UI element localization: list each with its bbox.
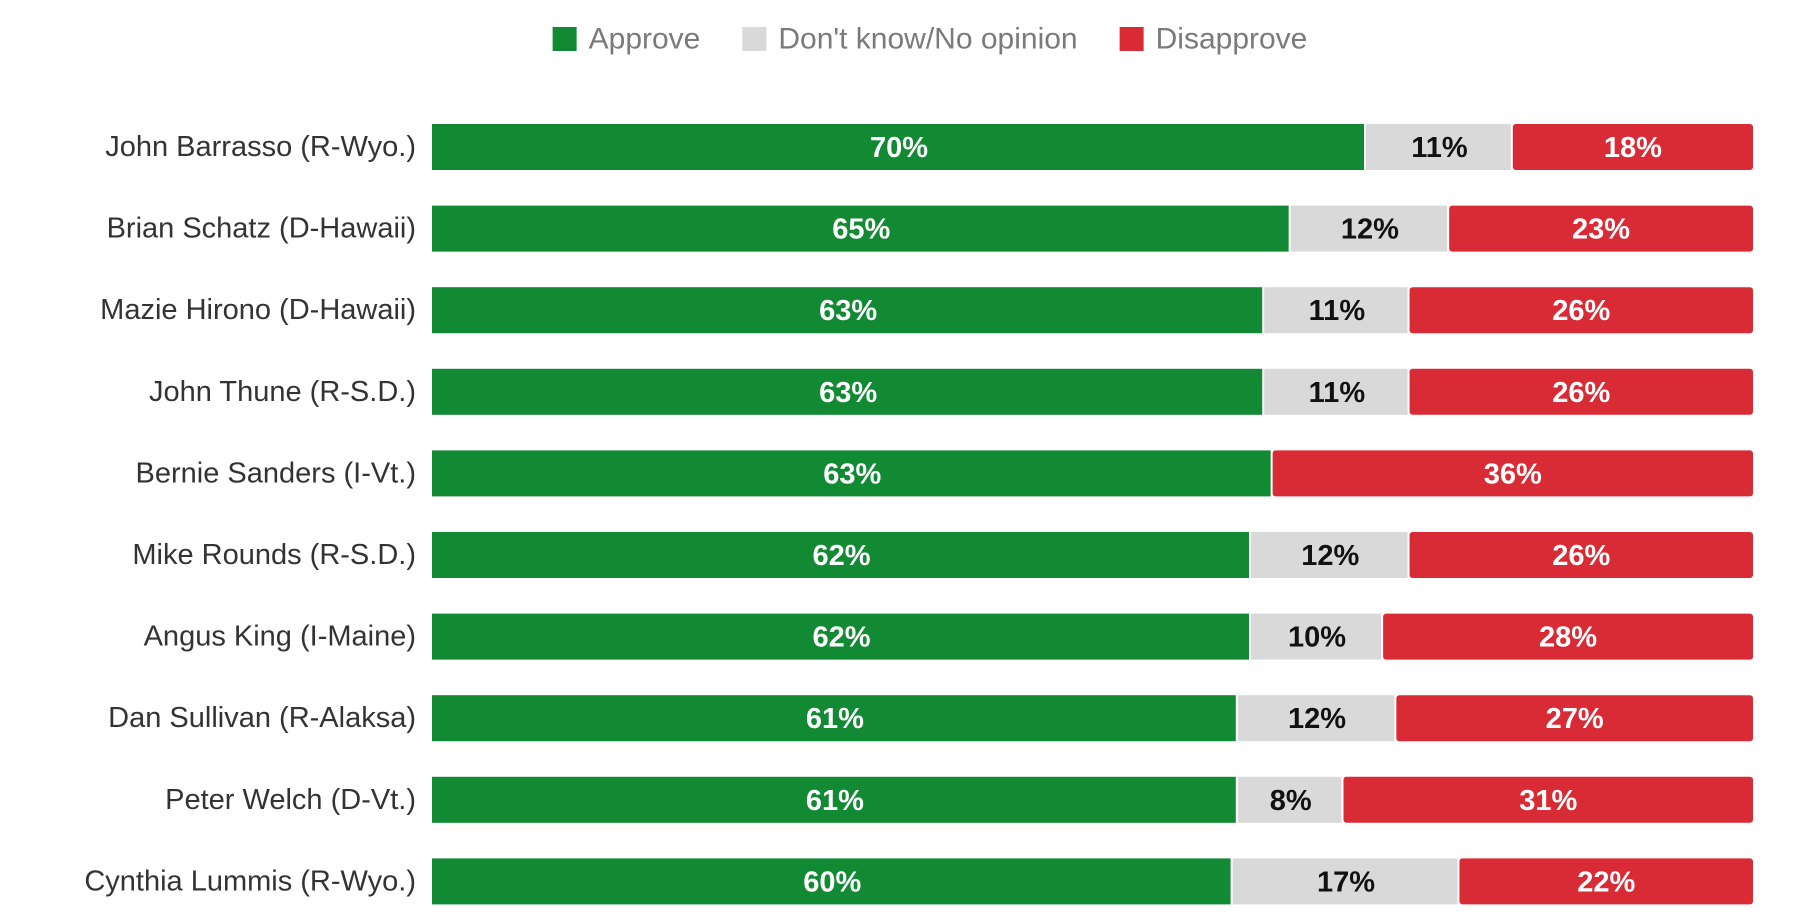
bar-row: Angus King (I-Maine) 62% 10% 28% (144, 613, 1753, 660)
data-label-don-t-know-no-opinion: 8% (1270, 785, 1312, 817)
bar-row: Dan Sullivan (R-Alaksa) 61% 12% 27% (108, 695, 1753, 742)
bar-segment-approve (432, 205, 1289, 252)
bar-segment-disapprove (1383, 613, 1753, 660)
bar-segment-don-t-know-no-opinion (1237, 776, 1342, 823)
data-label-approve: 60% (803, 866, 861, 898)
bar-row: Bernie Sanders (I-Vt.) 63% 36% (136, 450, 1753, 497)
bar-segment-disapprove (1409, 287, 1753, 334)
data-label-approve: 62% (812, 540, 870, 572)
data-label-disapprove: 26% (1552, 295, 1610, 327)
bar-segment-disapprove (1272, 450, 1753, 497)
bar-segment-disapprove (1409, 368, 1753, 415)
legend-item-don-t-know-no-opinion: Don't know/No opinion (742, 23, 1078, 56)
bar-segment-approve (432, 695, 1236, 742)
category-label: Dan Sullivan (R-Alaksa) (108, 702, 416, 734)
legend-swatch-disapprove (1119, 27, 1144, 51)
bar-segment-approve (432, 858, 1231, 905)
bar-segment-approve (432, 776, 1236, 823)
legend-swatch-approve (552, 27, 577, 51)
category-label: Brian Schatz (D-Hawaii) (107, 213, 416, 245)
category-label: John Thune (R-S.D.) (149, 376, 416, 408)
data-label-disapprove: 28% (1539, 622, 1597, 654)
data-label-don-t-know-no-opinion: 11% (1309, 377, 1366, 409)
data-label-approve: 65% (832, 214, 890, 246)
legend-swatch-don-t-know-no-opinion (742, 27, 767, 51)
data-label-don-t-know-no-opinion: 12% (1301, 540, 1359, 572)
data-label-approve: 61% (806, 785, 864, 817)
data-label-disapprove: 31% (1519, 785, 1577, 817)
category-label: Angus King (I-Maine) (144, 621, 416, 653)
data-label-don-t-know-no-opinion: 12% (1288, 703, 1346, 735)
bar-segment-disapprove (1459, 858, 1753, 905)
category-label: John Barrasso (R-Wyo.) (105, 131, 416, 163)
category-label: Bernie Sanders (I-Vt.) (136, 457, 416, 489)
data-label-disapprove: 26% (1552, 377, 1610, 409)
bar-segment-don-t-know-no-opinion (1366, 124, 1511, 170)
bar-segment-don-t-know-no-opinion (1237, 695, 1395, 742)
data-label-don-t-know-no-opinion: 17% (1317, 866, 1375, 898)
legend-item-disapprove: Disapprove (1119, 23, 1308, 56)
data-label-disapprove: 26% (1552, 540, 1610, 572)
bar-row: Peter Welch (D-Vt.) 61% 8% 31% (165, 776, 1753, 823)
bar-row: Brian Schatz (D-Hawaii) 65% 12% 23% (107, 205, 1753, 252)
bar-row: Cynthia Lummis (R-Wyo.) 60% 17% 22% (84, 858, 1753, 905)
legend-label-disapprove: Disapprove (1156, 23, 1308, 56)
bar-segment-don-t-know-no-opinion (1290, 205, 1448, 252)
bar-segment-don-t-know-no-opinion (1264, 287, 1408, 334)
bar-segment-don-t-know-no-opinion (1251, 613, 1382, 660)
category-label: Cynthia Lummis (R-Wyo.) (84, 865, 416, 897)
bar-segment-disapprove (1343, 776, 1753, 823)
data-label-don-t-know-no-opinion: 11% (1411, 132, 1468, 164)
category-label: Peter Welch (D-Vt.) (165, 784, 416, 816)
bar-row: John Thune (R-S.D.) 63% 11% 26% (149, 368, 1753, 415)
data-label-disapprove: 18% (1604, 132, 1662, 164)
legend-label-don-t-know-no-opinion: Don't know/No opinion (778, 23, 1077, 56)
chart-rows: John Barrasso (R-Wyo.) 70% 11% 18% Brian Sch… (84, 124, 1753, 905)
bar-row: John Barrasso (R-Wyo.) 70% 11% 18% (105, 124, 1753, 170)
bar-segment-disapprove (1512, 124, 1753, 170)
legend-label-approve: Approve (589, 23, 701, 56)
data-label-disapprove: 27% (1546, 703, 1604, 735)
bar-row: Mazie Hirono (D-Hawaii) 63% 11% 26% (100, 287, 1753, 334)
data-label-disapprove: 23% (1572, 214, 1630, 246)
data-label-approve: 63% (819, 295, 877, 327)
data-label-approve: 62% (812, 622, 870, 654)
bar-segment-don-t-know-no-opinion (1251, 532, 1408, 578)
data-label-disapprove: 36% (1484, 458, 1542, 490)
bar-segment-approve (432, 613, 1250, 660)
bar-segment-don-t-know-no-opinion (1264, 368, 1408, 415)
bar-segment-approve (432, 124, 1365, 170)
data-label-approve: 63% (823, 458, 881, 490)
bar-segment-don-t-know-no-opinion (1232, 858, 1458, 905)
bar-segment-approve (432, 450, 1271, 497)
bar-segment-disapprove (1449, 205, 1753, 252)
data-label-don-t-know-no-opinion: 12% (1341, 214, 1399, 246)
legend-item-approve: Approve (552, 23, 701, 56)
bar-segment-approve (432, 532, 1250, 578)
data-label-don-t-know-no-opinion: 11% (1309, 295, 1366, 327)
bar-segment-disapprove (1409, 532, 1753, 578)
bar-segment-approve (432, 287, 1263, 334)
category-label: Mazie Hirono (D-Hawaii) (100, 294, 416, 326)
data-label-approve: 63% (819, 377, 877, 409)
data-label-don-t-know-no-opinion: 10% (1288, 622, 1346, 654)
legend: Approve Don't know/No opinion Disapprove (552, 23, 1308, 56)
category-label: Mike Rounds (R-S.D.) (132, 539, 416, 571)
bar-row: Mike Rounds (R-S.D.) 62% 12% 26% (132, 532, 1753, 578)
data-label-approve: 70% (870, 132, 928, 164)
data-label-approve: 61% (806, 703, 864, 735)
bar-segment-disapprove (1396, 695, 1753, 742)
bar-segment-approve (432, 368, 1263, 415)
data-label-disapprove: 22% (1577, 866, 1635, 898)
